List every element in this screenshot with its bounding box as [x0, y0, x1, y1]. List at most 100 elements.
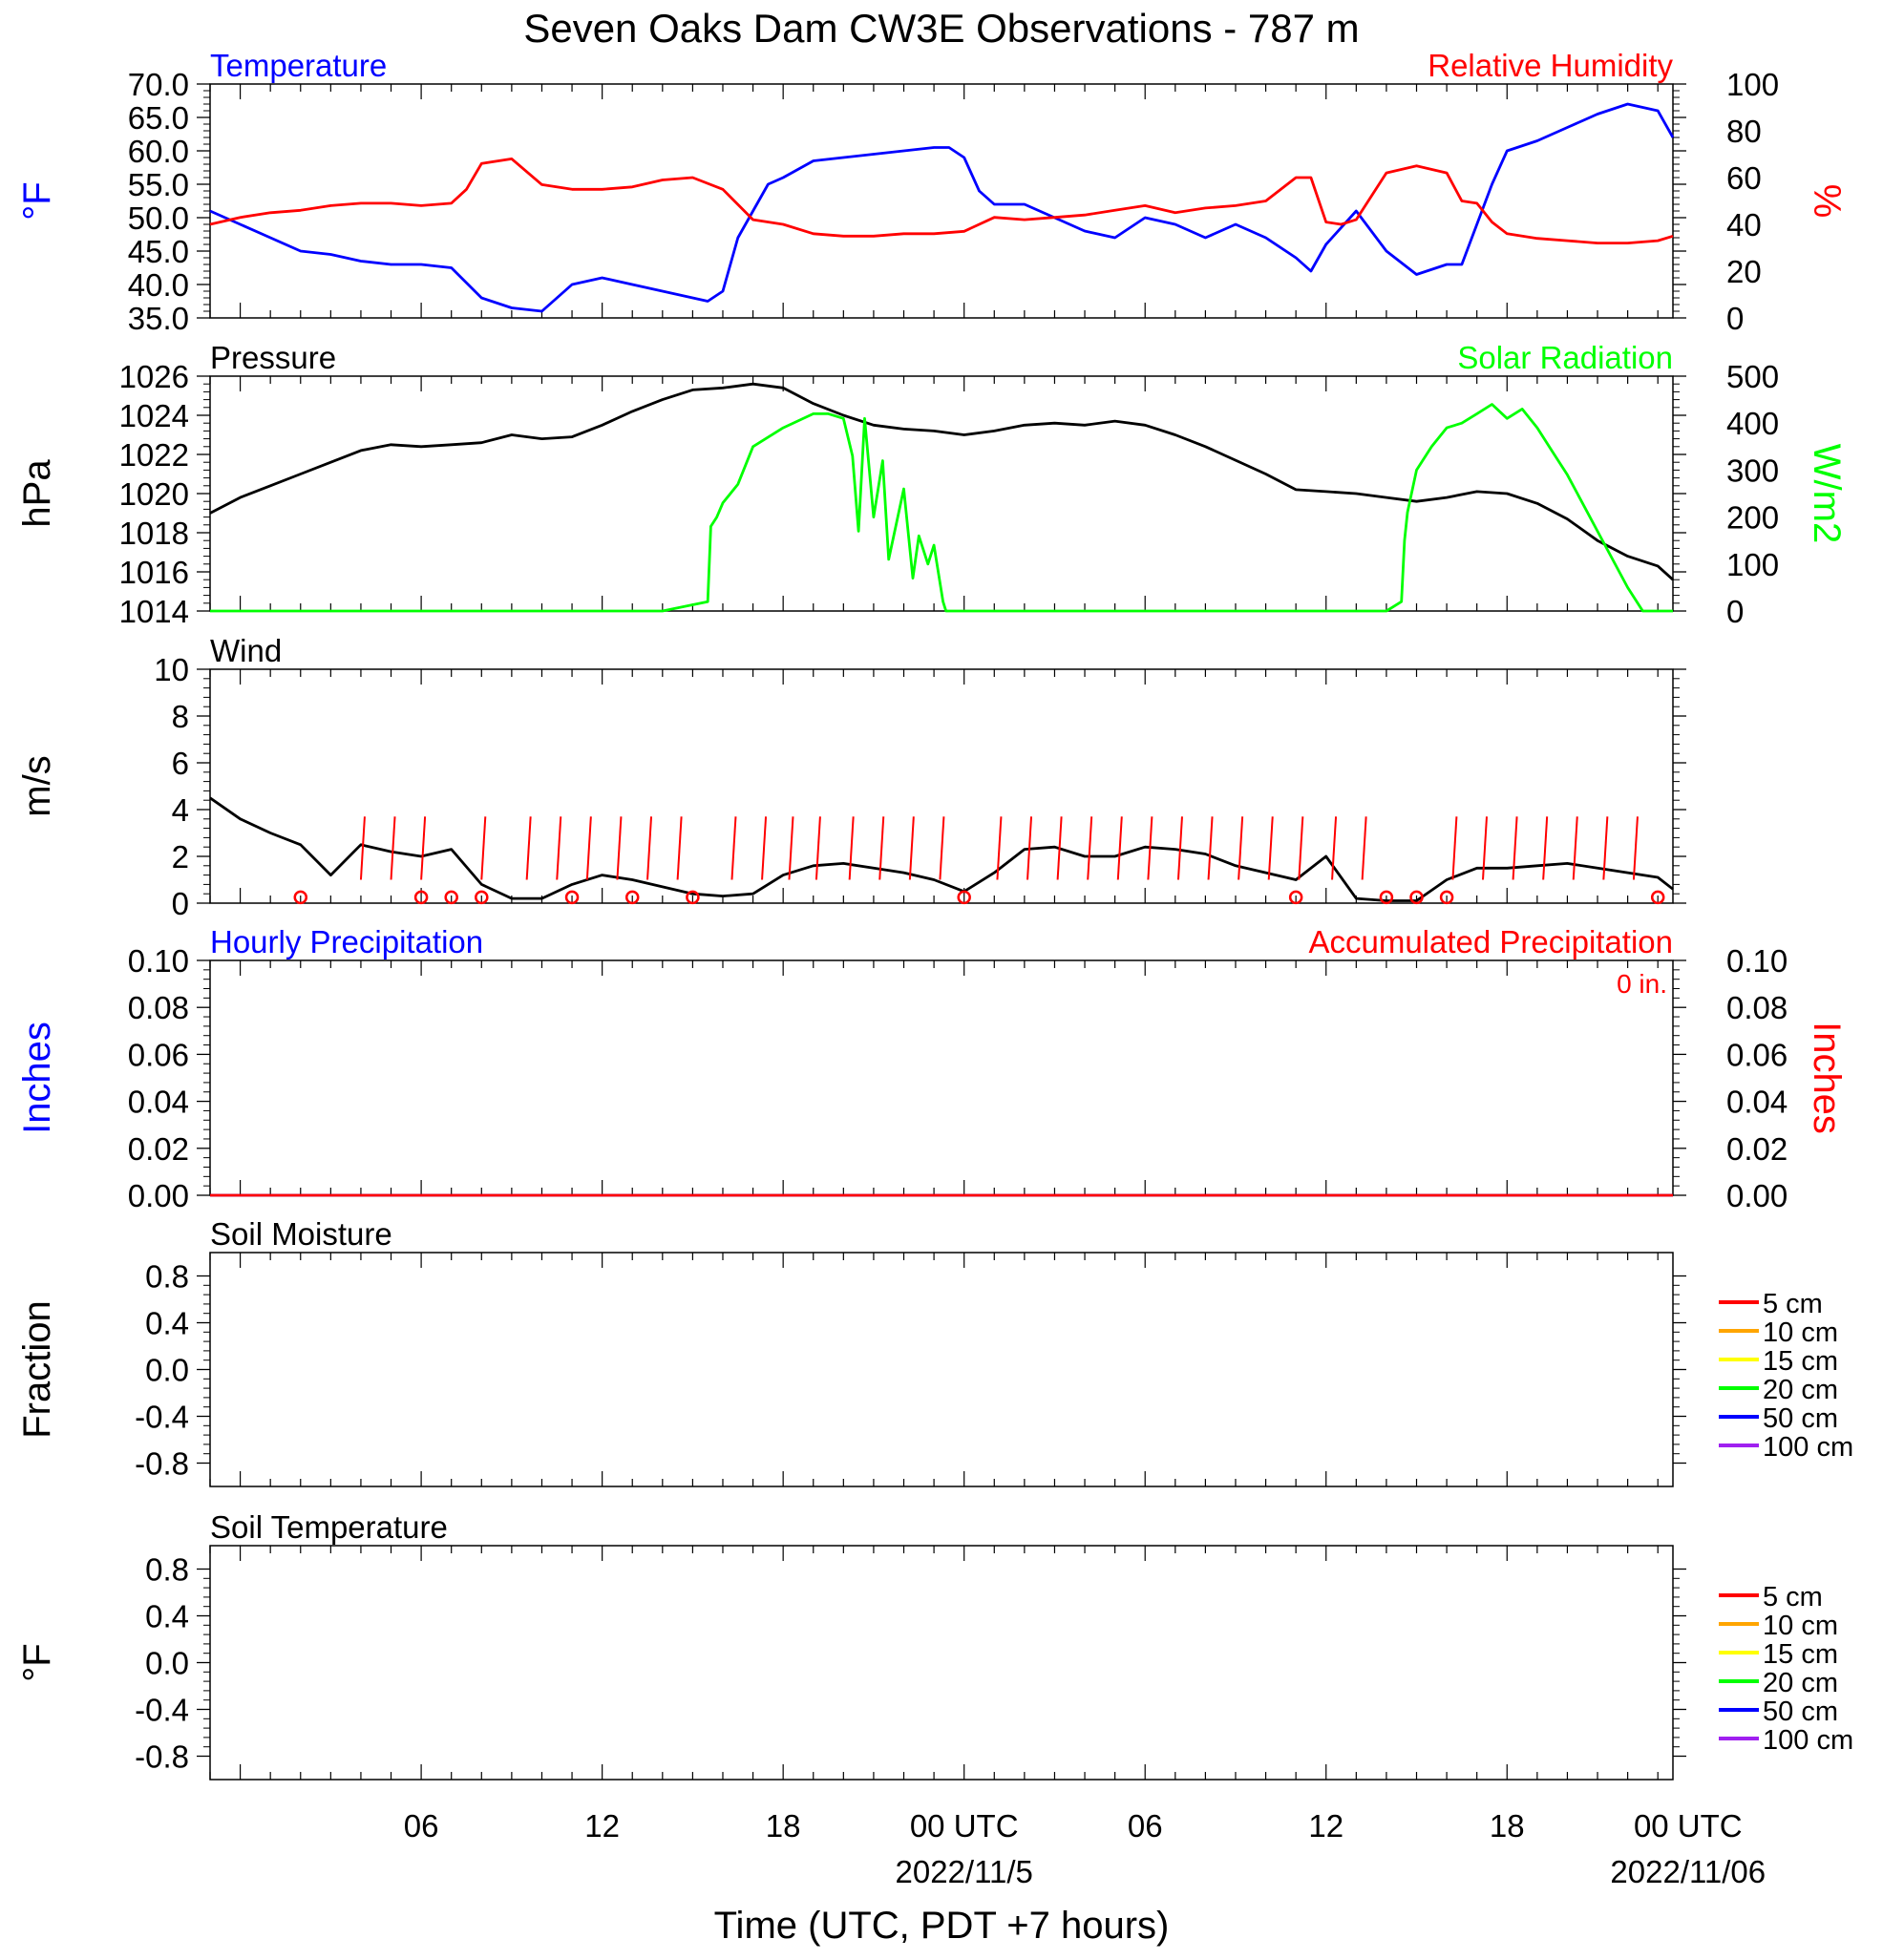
- wind-barb: [878, 816, 885, 880]
- y-axis-label-left: °F: [16, 181, 58, 220]
- calm-wind-circle: [444, 890, 458, 905]
- series-line-solar-radiation: [210, 403, 1673, 613]
- calm-wind-circle: [1439, 890, 1454, 905]
- y-tick-label-right: 0: [1726, 594, 1744, 629]
- wind-barb: [1238, 816, 1244, 880]
- y-axis-label-right: %: [1806, 184, 1848, 219]
- x-tick-date-label: 2022/11/5: [896, 1854, 1033, 1889]
- y-tick-label-left: -0.8: [135, 1739, 189, 1775]
- legend-label: 50 cm: [1763, 1697, 1838, 1727]
- wind-barb: [585, 816, 592, 880]
- wind-barb: [1632, 816, 1639, 880]
- panel-title-right: Relative Humidity: [1428, 48, 1673, 83]
- y-tick-label-right: 0.02: [1726, 1131, 1788, 1167]
- wind-barb: [939, 816, 945, 880]
- wind-barb: [525, 816, 532, 880]
- series-line-wind-speed: [209, 796, 1674, 902]
- x-tick-label: 00 UTC: [1634, 1808, 1743, 1844]
- wind-barb: [359, 816, 366, 880]
- panel-precipitation: 0.00 0.02 0.04 0.06 0.08 0.10 0.00 0.02 0.04 0.06…: [16, 924, 1848, 1213]
- y-tick-label-right: 0.00: [1726, 1178, 1788, 1213]
- y-axis-label-left: m/s: [16, 755, 58, 816]
- wind-barb: [1512, 816, 1518, 880]
- wind-barb: [848, 816, 855, 880]
- y-tick-label-left: 0.8: [145, 1552, 189, 1588]
- panels: 35.040.045.050.055.060.065.070.002040608…: [16, 48, 1853, 1781]
- plot-frame: [209, 668, 1674, 904]
- y-tick-label-left: 10: [154, 652, 189, 687]
- y-tick-label-left: 50.0: [128, 200, 189, 236]
- series-line-pressure: [209, 382, 1674, 581]
- panel-title-left: Wind: [210, 633, 282, 668]
- x-tick-label: 12: [1308, 1808, 1343, 1844]
- wind-barb: [1116, 816, 1123, 880]
- calm-wind-circle: [1288, 890, 1303, 905]
- y-tick-label-left: -0.4: [135, 1400, 189, 1435]
- plot-frame: [209, 1252, 1674, 1487]
- y-tick-label-left: 55.0: [128, 167, 189, 202]
- legend-label: 100 cm: [1763, 1432, 1853, 1463]
- y-axis-label-left: Fraction: [16, 1300, 58, 1439]
- panel-title-left: Pressure: [210, 340, 336, 375]
- calm-wind-circle: [564, 890, 580, 905]
- wind-barb: [1481, 816, 1488, 880]
- wind-barb: [556, 816, 562, 880]
- y-tick-label-left: 0.08: [128, 990, 189, 1025]
- y-tick-label-left: 60.0: [128, 134, 189, 169]
- y-tick-label-left: 0.02: [128, 1131, 189, 1167]
- y-tick-label-left: -0.4: [135, 1693, 189, 1728]
- x-tick-date-label: 2022/11/06: [1610, 1854, 1766, 1889]
- figure-title: Seven Oaks Dam CW3E Observations - 787 m: [523, 6, 1359, 51]
- wind-barb: [1542, 816, 1549, 880]
- y-axis-label-left: Inches: [16, 1022, 58, 1134]
- legend-label: 20 cm: [1763, 1375, 1838, 1405]
- wind-barb: [1026, 816, 1033, 880]
- plot-frame: [209, 83, 1674, 319]
- y-tick-label-left: 2: [172, 839, 189, 875]
- y-tick-label-left: 35.0: [128, 301, 189, 336]
- y-tick-label-right: 0.06: [1726, 1037, 1788, 1072]
- y-tick-label-left: 0.04: [128, 1085, 189, 1120]
- legend-label: 10 cm: [1763, 1611, 1838, 1641]
- y-tick-label-left: 0.0: [145, 1646, 189, 1681]
- y-tick-label-left: 1016: [119, 555, 189, 590]
- x-axis-label: Time (UTC, PDT +7 hours): [714, 1905, 1170, 1947]
- wind-barb: [1176, 816, 1183, 880]
- x-tick-label: 06: [404, 1808, 439, 1844]
- y-tick-label-left: 1018: [119, 516, 189, 551]
- x-tick-label: 06: [1128, 1808, 1163, 1844]
- y-tick-label-left: 0.00: [128, 1178, 189, 1213]
- panel-temperature-humidity: 35.040.045.050.055.060.065.070.0 0 20 40 60 8…: [16, 48, 1848, 336]
- x-tick-label: 18: [1490, 1808, 1525, 1844]
- calm-wind-circle: [1379, 890, 1394, 905]
- y-tick-label-left: 0.10: [128, 943, 189, 979]
- wind-barb: [1572, 816, 1578, 880]
- y-tick-label-right: 60: [1726, 160, 1762, 196]
- wind-barb: [1267, 816, 1274, 880]
- legend-label: 10 cm: [1763, 1317, 1838, 1348]
- panel-title-left: Soil Temperature: [210, 1509, 448, 1545]
- plot-frame: [209, 375, 1674, 612]
- y-tick-label-right: 0.10: [1726, 943, 1788, 979]
- x-tick-label: 00 UTC: [910, 1808, 1019, 1844]
- series-line-relative-humidity: [209, 157, 1674, 245]
- plot-frame: [209, 959, 1674, 1196]
- y-tick-label-right: 500: [1726, 359, 1779, 394]
- y-tick-label-right: 200: [1726, 500, 1779, 536]
- panel-title-left: Soil Moisture: [210, 1216, 392, 1252]
- wind-barb: [1147, 816, 1153, 880]
- y-tick-label-right: 0.04: [1726, 1085, 1788, 1120]
- series-line-temperature: [209, 102, 1675, 313]
- y-tick-label-right: 80: [1726, 114, 1762, 149]
- y-tick-label-left: 6: [172, 746, 189, 781]
- calm-wind-circle: [293, 890, 308, 905]
- panel-title-right: Solar Radiation: [1457, 340, 1673, 375]
- y-axis-label-right: W/m2: [1806, 444, 1848, 543]
- y-tick-label-left: 0.8: [145, 1259, 189, 1295]
- y-tick-label-left: 40.0: [128, 267, 189, 303]
- y-tick-label-left: 1024: [119, 398, 189, 433]
- y-tick-label-left: 1014: [119, 594, 189, 629]
- panel-title-left: Hourly Precipitation: [210, 924, 483, 959]
